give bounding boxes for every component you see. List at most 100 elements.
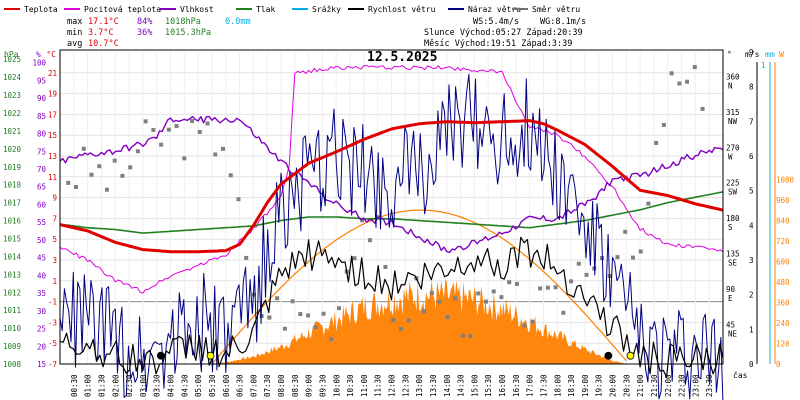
tick-hpa: 1009 xyxy=(3,342,21,351)
chart-title: 12.5.2025 xyxy=(367,50,437,65)
tick-time: 05:30 xyxy=(208,374,217,397)
tick-ms: 7 xyxy=(749,117,754,126)
moonrise-marker xyxy=(604,351,613,360)
moonset-marker xyxy=(156,351,165,360)
tick-time: 17:30 xyxy=(539,374,548,397)
wind-dir-dot xyxy=(453,296,458,301)
tick-degc: -1 xyxy=(48,298,57,307)
stats-rain-total: 0.0mm xyxy=(225,17,251,27)
tick-time: 01:00 xyxy=(84,374,93,397)
wind-dir-dot xyxy=(685,79,690,84)
tick-mm: 1 xyxy=(761,61,766,70)
stats-max-hum: 84% xyxy=(137,17,152,27)
legend-label-rain: Srážky xyxy=(312,5,341,14)
series-line-temperature xyxy=(59,119,724,254)
tick-time: 18:30 xyxy=(567,374,576,397)
tick-pct: 20 xyxy=(37,342,47,351)
tick-dir-deg: 315 xyxy=(726,108,740,117)
tick-w: 720 xyxy=(776,237,790,246)
tick-time: 17:00 xyxy=(526,374,535,397)
tick-time: 04:30 xyxy=(180,374,189,397)
series-line-humidity xyxy=(59,115,724,254)
legend: Teplota Pocitová teplota Vlhkost Tlak Srážky… xyxy=(4,5,580,14)
legend-label-gust: Náraz větru xyxy=(468,5,521,14)
tick-pct: 90 xyxy=(37,94,47,103)
stats-min-temp: 3.7°C xyxy=(88,28,114,38)
tick-pct: 95 xyxy=(37,76,46,85)
tick-time: 09:30 xyxy=(318,374,327,397)
tick-hpa: 1017 xyxy=(3,199,21,208)
tick-w: 840 xyxy=(776,216,790,225)
wind-dir-dot xyxy=(483,299,488,304)
tick-hpa: 1016 xyxy=(3,217,22,226)
tick-pct: 75 xyxy=(37,147,46,156)
tick-time: 18:00 xyxy=(553,374,562,397)
axis-header-pct: % xyxy=(36,50,41,59)
tick-degc: 1 xyxy=(52,277,57,286)
wind-dir-dot xyxy=(553,285,558,290)
wind-dir-dot xyxy=(422,309,427,314)
tick-time: 06:30 xyxy=(236,374,245,397)
tick-pct: 60 xyxy=(37,200,47,209)
tick-time: 16:30 xyxy=(512,374,521,397)
tick-degc: 21 xyxy=(48,69,57,78)
stats-min-press: 1015.3hPa xyxy=(165,28,211,38)
wind-dir-dot xyxy=(530,319,535,324)
wind-dir-dot xyxy=(251,292,256,297)
tick-degc: -7 xyxy=(48,360,57,369)
tick-degc: 7 xyxy=(52,214,57,223)
tick-degc: 13 xyxy=(48,152,57,161)
wind-dir-dot xyxy=(561,310,566,315)
wind-dir-dot xyxy=(522,323,527,328)
stats-max-temp: 17.1°C xyxy=(88,17,119,27)
wind-dir-dot xyxy=(669,71,674,76)
series-line-gust xyxy=(59,73,724,400)
tick-pct: 65 xyxy=(37,183,46,192)
tick-ms: 0 xyxy=(749,360,754,369)
wind-dir-dot xyxy=(321,311,326,316)
wind-dir-dot xyxy=(398,326,403,331)
stats-panel: max min avg 17.1°C 3.7°C 10.7°C 84% 36% … xyxy=(67,17,586,49)
tick-ms: 3 xyxy=(749,256,754,265)
wind-dir-dot xyxy=(367,238,372,243)
wind-dir-dot xyxy=(182,156,187,161)
wind-dir-dot xyxy=(151,128,156,133)
tick-hpa: 1023 xyxy=(3,91,21,100)
tick-time: 08:00 xyxy=(277,374,286,397)
wind-dir-dot xyxy=(445,315,450,320)
tick-time: 21:30 xyxy=(650,374,659,397)
wind-dir-dot xyxy=(205,121,210,126)
wind-dir-dot xyxy=(66,180,71,185)
series-line-wind-speed xyxy=(59,236,724,378)
wind-dir-dot xyxy=(692,65,697,70)
stats-ws: WS:5.4m/s xyxy=(473,17,519,27)
tick-time: 13:00 xyxy=(415,374,424,397)
wind-dir-dot xyxy=(213,152,218,157)
tick-dir-deg: 135 xyxy=(726,250,740,259)
wind-dir-dot xyxy=(159,142,164,147)
wind-dir-dot xyxy=(97,164,102,169)
tick-degc: -3 xyxy=(48,318,57,327)
tick-ms: 1 xyxy=(749,325,754,334)
tick-time: 04:00 xyxy=(167,374,176,397)
tick-time: 10:00 xyxy=(332,374,341,397)
tick-pct: 25 xyxy=(37,325,46,334)
wind-dir-dot xyxy=(576,261,581,266)
axis-header-w: W xyxy=(779,50,784,59)
tick-time: 14:00 xyxy=(443,374,452,397)
stats-avg-label: avg xyxy=(67,39,82,49)
wind-dir-dot xyxy=(360,218,365,223)
tick-hpa: 1015 xyxy=(3,234,21,243)
wind-dir-dot xyxy=(661,122,666,127)
tick-dir-name: NW xyxy=(728,117,738,126)
tick-dir-name: W xyxy=(728,152,733,161)
legend-label-wspeed: Rychlost větru xyxy=(368,5,436,14)
tick-w: 600 xyxy=(776,257,790,266)
legend-label-hum: Vlhkost xyxy=(180,5,214,14)
wind-dir-dot xyxy=(646,201,651,206)
stats-sun: Slunce Východ:05:27 Západ:20:39 xyxy=(424,28,583,38)
stats-min-label: min xyxy=(67,28,82,38)
tick-w: 240 xyxy=(776,319,790,328)
wind-dir-dot xyxy=(236,197,241,202)
